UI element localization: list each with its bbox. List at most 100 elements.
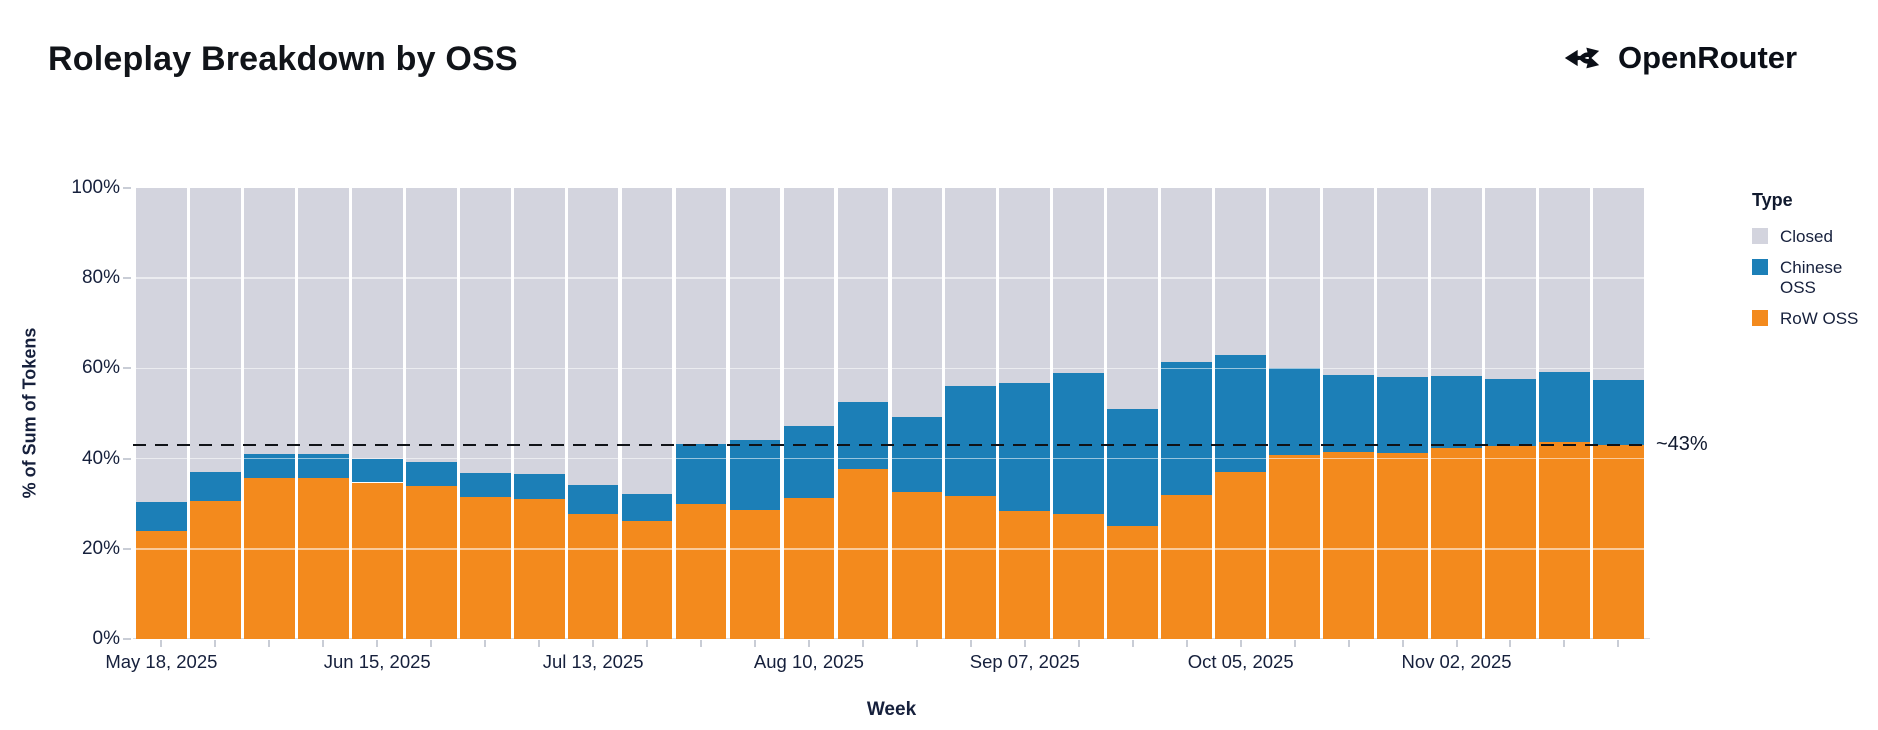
bar-segment-chinese-oss (351, 459, 403, 483)
bar-segment-row-oss (945, 496, 997, 639)
bar-segment-chinese-oss (459, 472, 511, 498)
bar-segment-chinese-oss (729, 439, 781, 510)
bar-segment-closed (136, 188, 187, 502)
bar-segment-closed (1431, 188, 1482, 376)
y-tick-label: 60% (81, 357, 120, 379)
bar-segment-closed (1053, 188, 1105, 374)
x-tick-label: Sep 07, 2025 (969, 651, 1080, 672)
bar-segment-row-oss (999, 510, 1051, 639)
bar-segment-closed (459, 188, 511, 473)
brand-name: OpenRouter (1618, 40, 1798, 75)
y-tick-label: 80% (81, 267, 120, 289)
bar-segment-chinese-oss (1431, 375, 1482, 449)
bar-segment-row-oss (459, 497, 511, 639)
bar-segment-row-oss (729, 509, 781, 639)
bar-segment-chinese-oss (783, 425, 835, 498)
legend: Type Closed Chinese OSS RoW OSS (1752, 190, 1872, 340)
bar-segment-chinese-oss (621, 494, 673, 521)
bar-segment-chinese-oss (675, 443, 727, 505)
bar-segment-closed (729, 188, 781, 440)
bar-segment-closed (351, 188, 403, 460)
reference-line-label: ~43% (1656, 433, 1708, 456)
legend-item: Chinese OSS (1752, 258, 1872, 298)
gridline (133, 457, 1650, 460)
y-tick-mark (123, 187, 131, 189)
bar-segment-row-oss (1053, 514, 1105, 639)
bar-segment-closed (783, 188, 835, 426)
x-tick-mark (1293, 640, 1296, 647)
bar-segment-row-oss (567, 514, 619, 639)
bar-segment-closed (513, 188, 565, 474)
openrouter-logo-icon (1564, 47, 1600, 69)
bar-segment-row-oss (1485, 446, 1536, 639)
bar-segment-chinese-oss (1539, 372, 1590, 443)
bar-segment-row-oss (351, 482, 403, 639)
x-tick-label: Jul 13, 2025 (542, 651, 644, 672)
x-tick-mark (268, 640, 271, 647)
x-tick-mark (214, 640, 217, 647)
x-tick-mark (376, 640, 379, 647)
x-tick-mark (322, 640, 325, 647)
y-tick-mark (123, 367, 131, 370)
x-tick-label: Oct 05, 2025 (1187, 651, 1294, 672)
x-tick-mark (1563, 640, 1566, 647)
gridline (133, 548, 1650, 550)
x-tick-mark (538, 640, 541, 647)
bar-segment-chinese-oss (1107, 408, 1159, 526)
legend-item: RoW OSS (1752, 309, 1872, 329)
y-tick-mark (123, 547, 131, 550)
x-tick-mark (1077, 640, 1080, 647)
bar-segment-closed (243, 188, 295, 455)
bar-segment-chinese-oss (999, 382, 1051, 511)
x-tick-label: Jun 15, 2025 (323, 651, 431, 672)
x-tick-label: May 18, 2025 (105, 651, 218, 672)
bar-segment-closed (1107, 188, 1159, 409)
bar-segment-row-oss (405, 485, 457, 639)
bar-segment-chinese-oss (891, 416, 943, 492)
bar-segment-closed (999, 188, 1051, 383)
bar-segment-chinese-oss (1161, 361, 1213, 496)
bar-segment-chinese-oss (837, 402, 889, 469)
bar-segment-chinese-oss (1593, 379, 1644, 446)
x-tick-mark (1239, 640, 1242, 647)
bar-segment-closed (891, 188, 943, 417)
bar-segment-row-oss (297, 477, 349, 639)
bar-segment-closed (1161, 188, 1213, 362)
x-tick-mark (915, 640, 918, 647)
x-axis-title: Week (866, 699, 917, 720)
bar-segment-chinese-oss (567, 485, 619, 515)
bar-segment-closed (945, 188, 997, 386)
y-tick-label: 0% (92, 628, 120, 649)
x-tick-label: Aug 10, 2025 (753, 651, 864, 672)
bar-segment-row-oss (1107, 525, 1159, 639)
bar-segment-row-oss (243, 478, 295, 639)
x-tick-mark (807, 640, 810, 647)
x-tick-mark (1131, 640, 1134, 647)
x-tick-mark (700, 640, 703, 647)
plot-area (133, 188, 1650, 639)
bar-segment-row-oss (675, 504, 727, 639)
bar-segment-closed (621, 188, 673, 495)
legend-items: Closed Chinese OSS RoW OSS (1752, 227, 1872, 329)
bar-segment-row-oss (513, 499, 565, 639)
bar-segment-row-oss (1431, 448, 1482, 639)
x-tick-mark (1185, 640, 1188, 647)
x-tick-mark (430, 640, 433, 647)
bar-segment-closed (1323, 188, 1374, 375)
bar-segment-closed (1215, 188, 1267, 355)
y-tick-mark (123, 638, 131, 640)
bar-segment-row-oss (783, 497, 835, 639)
bar-segment-row-oss (1539, 442, 1590, 639)
legend-label: RoW OSS (1780, 309, 1859, 328)
bar-segment-chinese-oss (1485, 378, 1536, 447)
legend-swatch (1752, 259, 1768, 275)
gridline (133, 277, 1650, 279)
legend-label: Chinese OSS (1780, 258, 1843, 297)
bar-segment-row-oss (136, 530, 187, 639)
legend-swatch (1752, 310, 1768, 326)
bar-segment-row-oss (189, 500, 241, 639)
bar-segment-row-oss (1215, 471, 1267, 639)
bar-segment-row-oss (1269, 454, 1320, 639)
bar-segment-closed (675, 188, 727, 444)
